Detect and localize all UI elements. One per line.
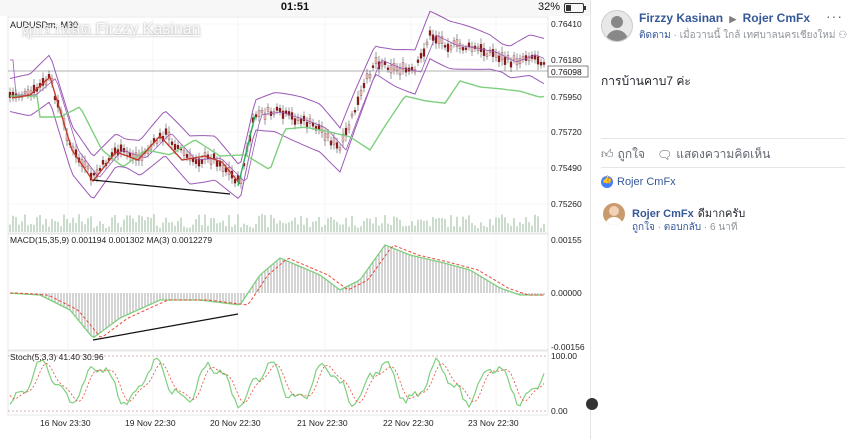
caret-right-icon: ▶	[729, 14, 737, 24]
comment-body: Rojer CmFx ดีมากครับ	[632, 204, 745, 222]
time-tick-label: 19 Nov 22:30	[125, 418, 176, 428]
speech-bubble-icon: 🗨︎	[656, 147, 673, 162]
current-price-tag: 0.76098	[551, 67, 582, 77]
comment-like-link[interactable]: ถูกใจ	[632, 222, 655, 233]
comment-text: ดีมากครับ	[697, 208, 746, 220]
like-reaction-icon	[601, 175, 613, 188]
time-tick-label: 20 Nov 22:30	[210, 418, 261, 428]
more-options-icon[interactable]: ···	[826, 8, 843, 24]
macd-label: MACD(15,35,9) 0.001194 0.001302 MA(3) 0.…	[10, 235, 212, 245]
price-tick-label: 0.75260	[551, 199, 582, 209]
phone-status-bar: 01:51 32%	[0, 0, 590, 16]
forex-chart[interactable]: AUDUSDm, M30 MACD(15,35,9) 0.001194 0.00…	[0, 0, 590, 439]
post-meta: ติดตาม · เมื่อวานนี้ ใกล้ เทศบาลนครเชียง…	[639, 30, 848, 41]
battery-percent: 32%	[537, 1, 560, 13]
follow-link[interactable]: ติดตาม	[639, 30, 671, 41]
author-name-link[interactable]: Firzzy Kasinan	[639, 11, 724, 25]
comment-time: 6 นาที	[710, 222, 738, 233]
reactions-names: Rojer CmFx	[617, 176, 676, 188]
thumbs-up-icon: 👍︎	[601, 147, 614, 161]
stoch-tick-label: 100.00	[551, 351, 577, 361]
price-tick-label: 0.76410	[551, 19, 582, 29]
time-tick-label: 16 Nov 23:30	[40, 418, 91, 428]
audience-icon: ⚇	[838, 30, 848, 41]
comment-author-link[interactable]: Rojer CmFx	[632, 208, 694, 220]
comment-button[interactable]: 🗨︎ แสดงความคิดเห็น	[657, 145, 770, 164]
macd-tick-label: 0.00155	[551, 235, 582, 245]
time-tick-label: 23 Nov 22:30	[468, 418, 519, 428]
symbol-label: AUDUSDm, M30	[10, 20, 78, 30]
chart-screenshot-panel: 01:51 32% AUDUSDm, M30 MACD(15,35,9)	[0, 0, 590, 439]
battery-icon	[564, 3, 586, 13]
green-trend-line	[237, 115, 256, 187]
red-zigzag-trend	[11, 75, 241, 185]
recipient-name-link[interactable]: Rojer CmFx	[742, 11, 810, 25]
status-time: 01:51	[280, 1, 310, 13]
like-button[interactable]: 👍︎ ถูกใจ	[601, 145, 645, 164]
macd-tick-label: 0.00000	[551, 288, 582, 298]
comment-label: แสดงความคิดเห็น	[676, 147, 771, 161]
watermark-text: ดูกราฟสด Firzzy Kasinan	[22, 21, 201, 38]
time-tick-label: 22 Nov 22:30	[383, 418, 434, 428]
post-header: Firzzy Kasinan ▶ Rojer CmFx	[639, 11, 810, 25]
macd-tick-label: -0.00156	[551, 342, 585, 352]
comment-meta: ถูกใจ · ตอบกลับ · 6 นาที	[632, 222, 738, 233]
commenter-avatar[interactable]	[603, 203, 625, 225]
scroll-indicator	[586, 398, 598, 410]
price-tick-label: 0.75490	[551, 163, 582, 173]
post-timestamp-location[interactable]: เมื่อวานนี้ ใกล้ เทศบาลนครเชียงใหม่	[679, 30, 836, 41]
price-tick-label: 0.75950	[551, 92, 582, 102]
like-label: ถูกใจ	[617, 147, 645, 161]
macd-divergence-line	[92, 313, 239, 341]
time-tick-label: 21 Nov 22:30	[297, 418, 348, 428]
facebook-post-panel: Firzzy Kasinan ▶ Rojer CmFx ··· ติดตาม ·…	[590, 0, 854, 439]
post-text: การบ้านคาบ7 ค่ะ	[601, 74, 691, 88]
post-actions: 👍︎ ถูกใจ 🗨︎ แสดงความคิดเห็น	[601, 145, 770, 164]
stoch-tick-label: 0.00	[551, 406, 568, 416]
comment-reply-link[interactable]: ตอบกลับ	[663, 222, 702, 233]
reactions-summary[interactable]: Rojer CmFx	[601, 175, 676, 188]
divider	[601, 167, 845, 168]
price-divergence-line	[92, 179, 231, 195]
price-tick-label: 0.75720	[551, 127, 582, 137]
stoch-label: Stoch(5,3,3) 41.40 30.96	[10, 352, 104, 362]
divider	[601, 138, 845, 139]
author-avatar[interactable]	[601, 10, 633, 42]
price-tick-label: 0.76180	[551, 55, 582, 65]
